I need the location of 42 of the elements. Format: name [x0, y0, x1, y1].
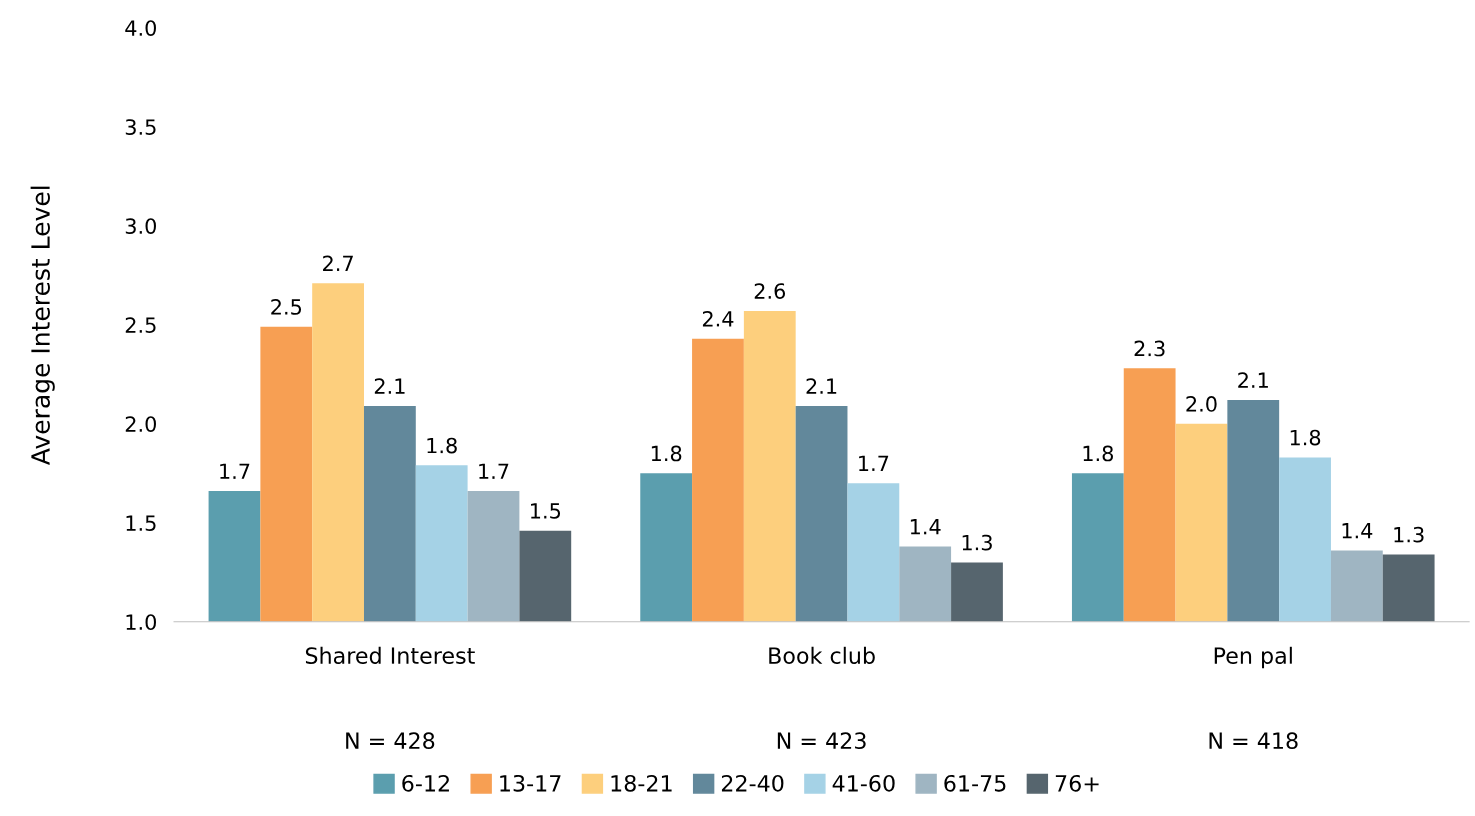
data-label: 2.3 — [1134, 340, 1165, 357]
data-label: 2.7 — [323, 255, 353, 271]
legend-label: 76+ — [1055, 774, 1099, 792]
data-label: 2.1 — [1238, 372, 1268, 388]
data-label: 1.4 — [1342, 523, 1373, 539]
data-label: 1.8 — [1083, 445, 1113, 462]
y-tick-label: 2.0 — [125, 416, 156, 432]
data-label: 2.4 — [702, 310, 734, 327]
data-label: 1.7 — [859, 455, 889, 471]
data-label: 1.3 — [1394, 526, 1424, 543]
legend-label: 61-75 — [944, 774, 1006, 792]
x-tick-label: Shared Interest — [305, 646, 475, 664]
data-label: 2.6 — [754, 283, 786, 299]
data-label: 1.8 — [427, 437, 457, 454]
data-label: 1.5 — [531, 503, 561, 519]
legend-label: 22-40 — [721, 774, 784, 792]
data-label: 2.5 — [271, 299, 302, 315]
legend-label: 41-60 — [832, 774, 895, 792]
data-label: 1.7 — [479, 463, 509, 479]
y-tick-label: 3.0 — [125, 218, 156, 234]
data-label: 1.7 — [220, 463, 250, 479]
text: N = 428 — [346, 732, 435, 750]
x-tick-label: Pen pal — [1214, 646, 1292, 669]
text: N = 418 — [1209, 732, 1298, 750]
y-axis-title: Average Interest Level — [30, 186, 55, 466]
legend-label: 13-17 — [500, 774, 561, 792]
legend-label: 18-21 — [611, 774, 672, 792]
data-label: 1.4 — [910, 519, 941, 535]
y-tick-label: 1.5 — [126, 515, 156, 531]
data-label: 1.8 — [1290, 429, 1321, 446]
data-label: 2.0 — [1186, 396, 1217, 412]
y-tick-label: 3.5 — [125, 119, 156, 135]
y-tick-label: 1.0 — [126, 614, 156, 630]
text: N = 423 — [777, 732, 866, 750]
data-label: 2.1 — [806, 378, 837, 394]
y-tick-label: 2.5 — [125, 317, 156, 333]
y-tick-label: 4.0 — [125, 20, 156, 36]
data-label: 1.3 — [962, 534, 992, 551]
data-label: 1.8 — [651, 445, 682, 462]
data-label: 2.1 — [374, 378, 405, 394]
x-tick-label: Book club — [769, 646, 875, 664]
legend-label: 6-12 — [402, 774, 449, 792]
